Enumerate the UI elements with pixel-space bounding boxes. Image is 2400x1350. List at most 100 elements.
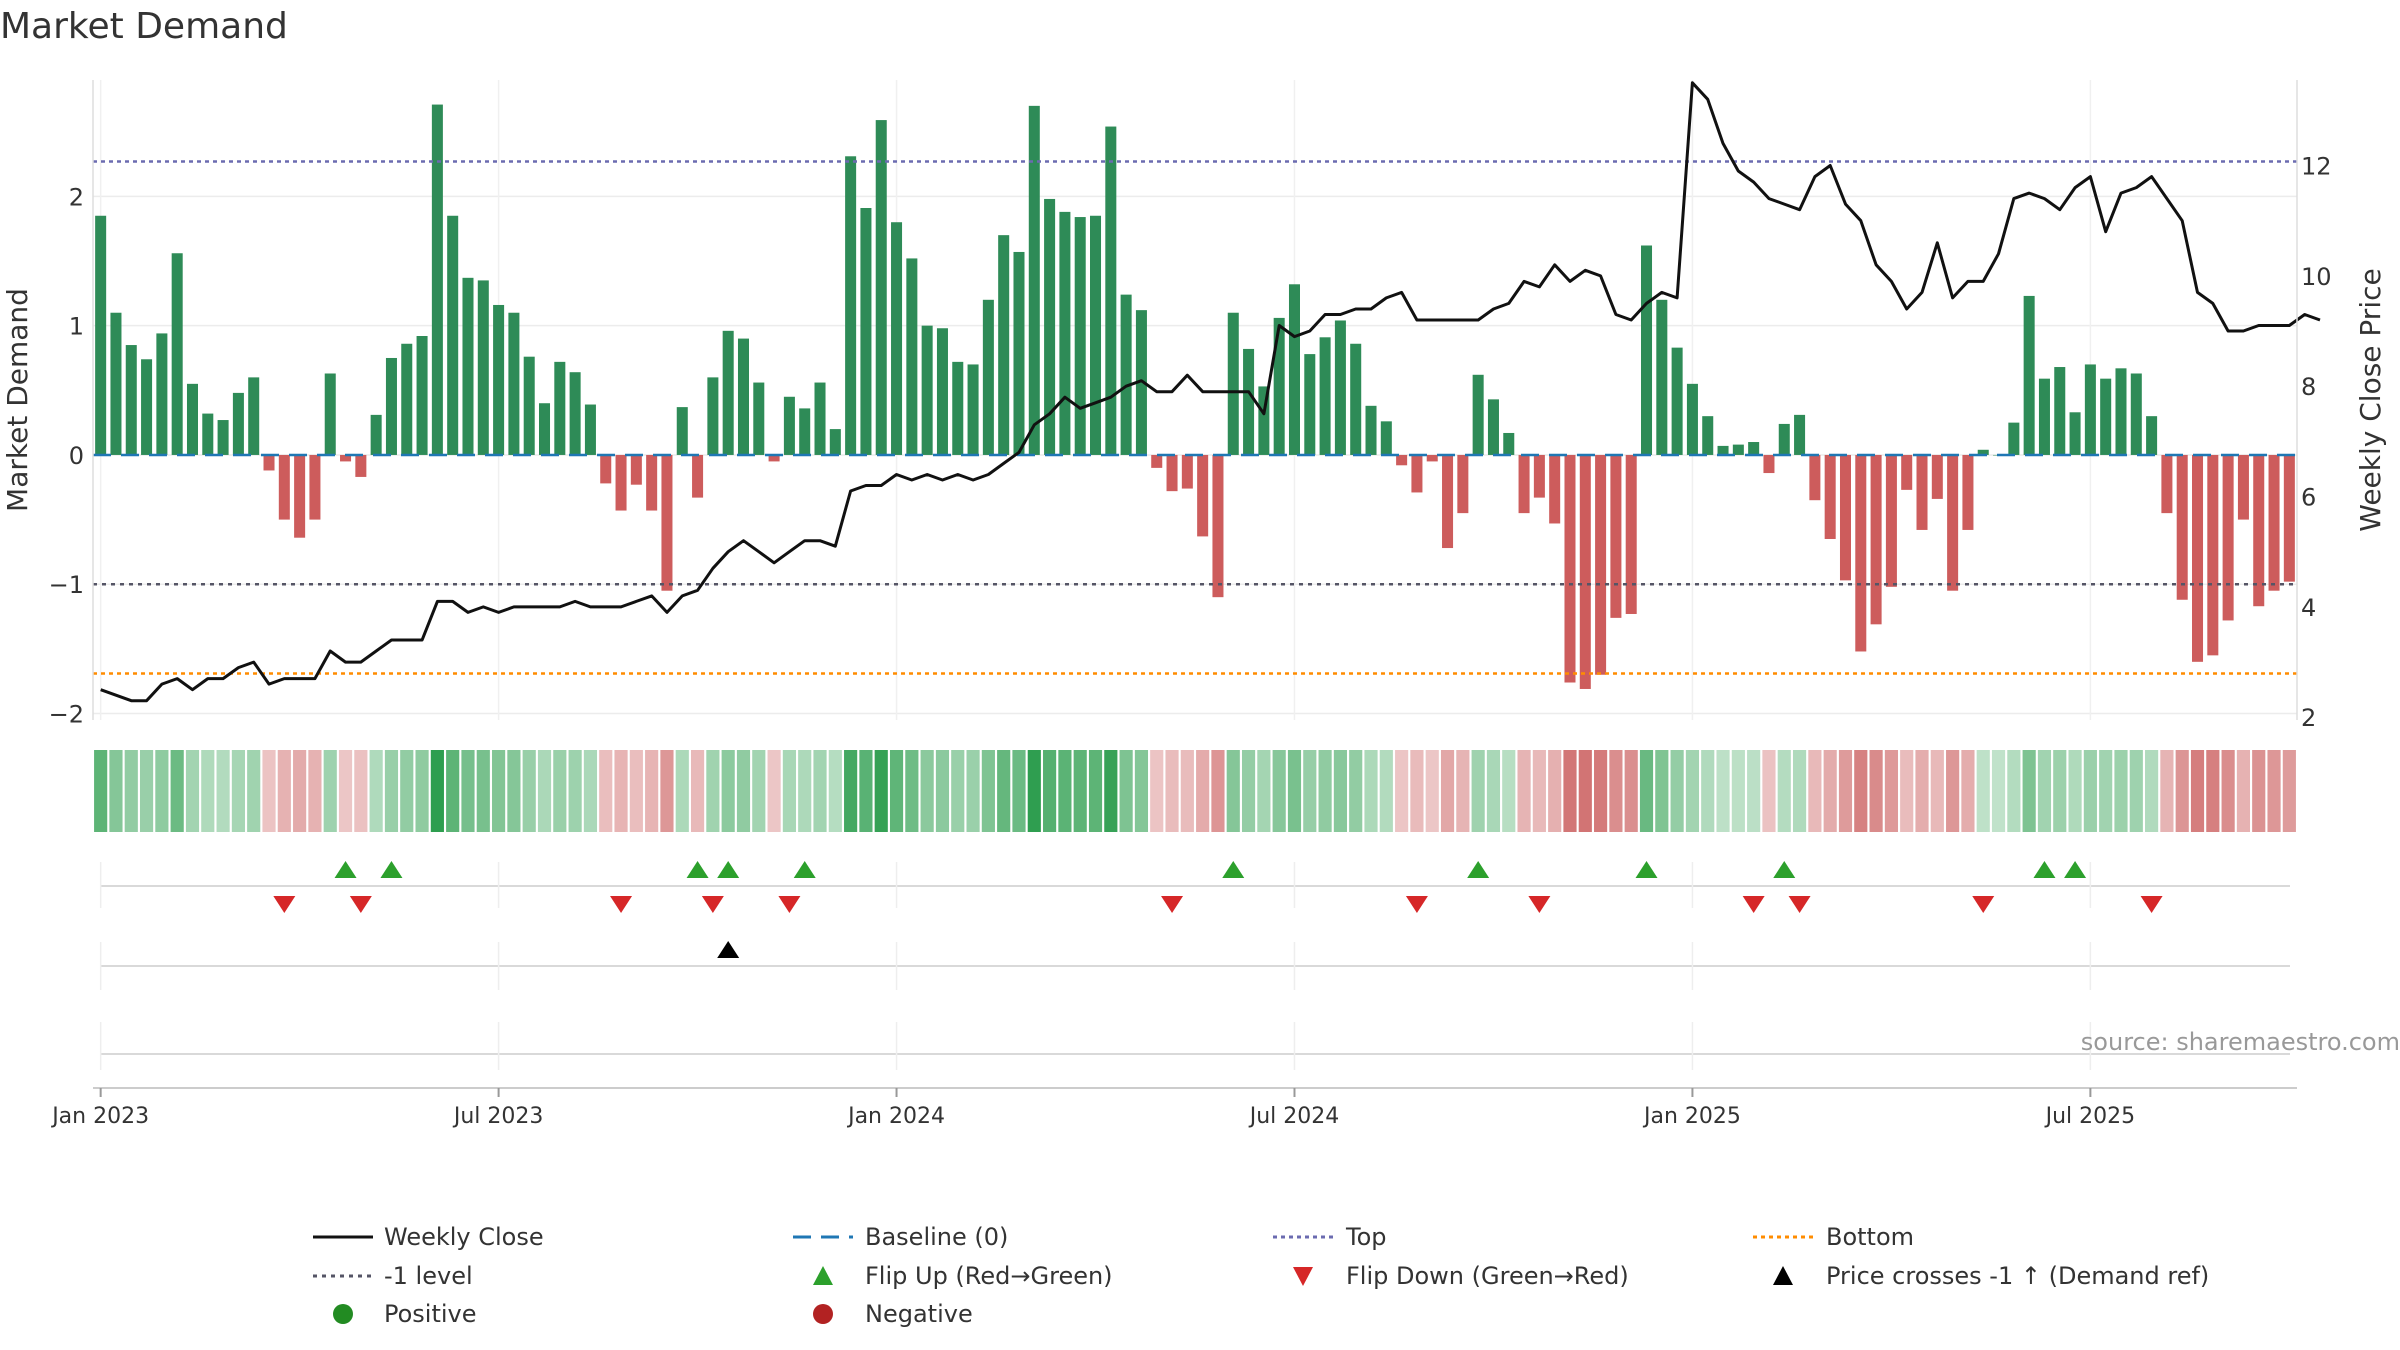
heat-cell xyxy=(293,750,307,832)
heat-cell xyxy=(384,750,399,832)
heat-cell xyxy=(1747,750,1761,832)
heat-cell xyxy=(2160,750,2174,832)
demand-bar-negative xyxy=(2207,454,2219,656)
demand-bar-positive xyxy=(110,312,122,455)
demand-bar-negative xyxy=(1564,454,1576,683)
heat-cell xyxy=(1609,750,1623,832)
heat-cell xyxy=(1961,750,1975,832)
heat-cell xyxy=(1762,750,1776,832)
demand-bar-positive xyxy=(2115,368,2127,455)
reference-lines xyxy=(93,160,2297,675)
demand-bar-positive xyxy=(860,208,872,455)
flip-down-marker xyxy=(1972,896,1995,913)
heat-cell xyxy=(1027,750,1041,832)
y-tick-label: −1 xyxy=(49,571,84,599)
heat-cell xyxy=(568,750,582,832)
x-tick-label: Jul 2023 xyxy=(452,1104,544,1129)
legend-cross-swatch xyxy=(1773,1266,1793,1285)
flip-down-marker xyxy=(1405,896,1428,913)
demand-bar-positive xyxy=(2008,422,2020,455)
demand-bar-positive xyxy=(477,280,489,455)
legend-top: Top xyxy=(1273,1223,1387,1251)
demand-bar-negative xyxy=(1411,454,1423,493)
x-axis: Jan 2023 Jul 2023 Jan 2024 Jul 2024 Jan 2025… xyxy=(50,1087,2297,1129)
y2-tick-label: 6 xyxy=(2301,484,2316,512)
heat-cell xyxy=(1792,750,1807,832)
heat-cell xyxy=(1946,750,1960,832)
demand-bar-positive xyxy=(1273,317,1285,455)
flip-down-marker xyxy=(1161,896,1184,913)
demand-bar-negative xyxy=(630,454,642,485)
legend-baseline-label: Baseline (0) xyxy=(865,1223,1008,1251)
heat-cell xyxy=(247,750,261,832)
heat-cell xyxy=(675,750,689,832)
demand-bar-negative xyxy=(1197,454,1209,537)
demand-bar-negative xyxy=(1212,454,1224,598)
heat-cell xyxy=(522,750,536,832)
heat-cell xyxy=(721,750,735,832)
heat-cell xyxy=(1088,750,1103,832)
demand-bar-negative xyxy=(1533,454,1545,498)
heat-cell xyxy=(2083,750,2097,832)
y-axis-label: Market Demand xyxy=(1,288,34,512)
heat-cell xyxy=(1196,750,1210,832)
heat-cell xyxy=(1869,750,1883,832)
heat-cell xyxy=(1639,750,1654,832)
demand-bar-positive xyxy=(1074,217,1086,455)
heat-cell xyxy=(1440,750,1455,832)
legend-flip-up-label: Flip Up (Red→Green) xyxy=(865,1262,1113,1290)
demand-bar-positive xyxy=(845,156,857,455)
demand-heat-strip xyxy=(94,750,2296,832)
heat-cell xyxy=(277,750,291,832)
x-tick-label: Jan 2023 xyxy=(50,1104,149,1129)
legend-flip-up-swatch xyxy=(813,1266,833,1285)
legend-negative-swatch xyxy=(813,1304,833,1324)
heat-cell xyxy=(752,750,766,832)
heat-cell xyxy=(981,750,995,832)
flip-up-marker xyxy=(1222,861,1245,878)
demand-bar-negative xyxy=(768,454,780,462)
demand-bar-positive xyxy=(783,396,795,455)
demand-bar-negative xyxy=(2283,454,2295,582)
demand-bar-positive xyxy=(1350,343,1362,455)
flip-up-marker xyxy=(380,861,403,878)
demand-bar-positive xyxy=(324,373,336,455)
heat-cell xyxy=(400,750,414,832)
demand-bar-positive xyxy=(2130,373,2142,455)
demand-bar-negative xyxy=(1824,454,1836,539)
flip-up-marker xyxy=(686,861,709,878)
heat-cell xyxy=(997,750,1011,832)
demand-bar-positive xyxy=(1044,198,1056,455)
flip-down-marker xyxy=(1788,896,1811,913)
heat-cell xyxy=(537,750,552,832)
flip-down-marker xyxy=(2140,896,2163,913)
heat-cell xyxy=(476,750,490,832)
heat-cell xyxy=(2022,750,2036,832)
heat-cell xyxy=(308,750,322,832)
price-line xyxy=(100,81,2321,703)
demand-bar-positive xyxy=(1717,445,1729,455)
heat-cell xyxy=(2129,750,2143,832)
heat-cell xyxy=(553,750,567,832)
demand-bar-positive xyxy=(1977,449,1989,455)
heat-cell xyxy=(1701,750,1715,832)
y2-tick-label: 2 xyxy=(2301,704,2316,732)
demand-bar-positive xyxy=(1105,126,1117,455)
heat-cell xyxy=(1777,750,1791,832)
heat-cell xyxy=(492,750,506,832)
demand-bar-positive xyxy=(1227,312,1239,455)
heat-cell xyxy=(1716,750,1730,832)
heat-cell xyxy=(2037,750,2052,832)
demand-bar-positive xyxy=(569,372,581,455)
demand-bar-positive xyxy=(707,377,719,455)
demand-bar-negative xyxy=(1625,454,1637,614)
demand-bar-negative xyxy=(1962,454,1974,530)
demand-bar-positive xyxy=(814,382,826,455)
x-tick-label: Jul 2025 xyxy=(2044,1104,2136,1129)
heat-cell xyxy=(170,750,184,832)
y-tick-label: 0 xyxy=(69,442,84,470)
flip-up-marker xyxy=(2064,861,2087,878)
legend-bottom-label: Bottom xyxy=(1826,1223,1914,1251)
heat-cell xyxy=(1165,750,1179,832)
heat-cell xyxy=(1364,750,1378,832)
